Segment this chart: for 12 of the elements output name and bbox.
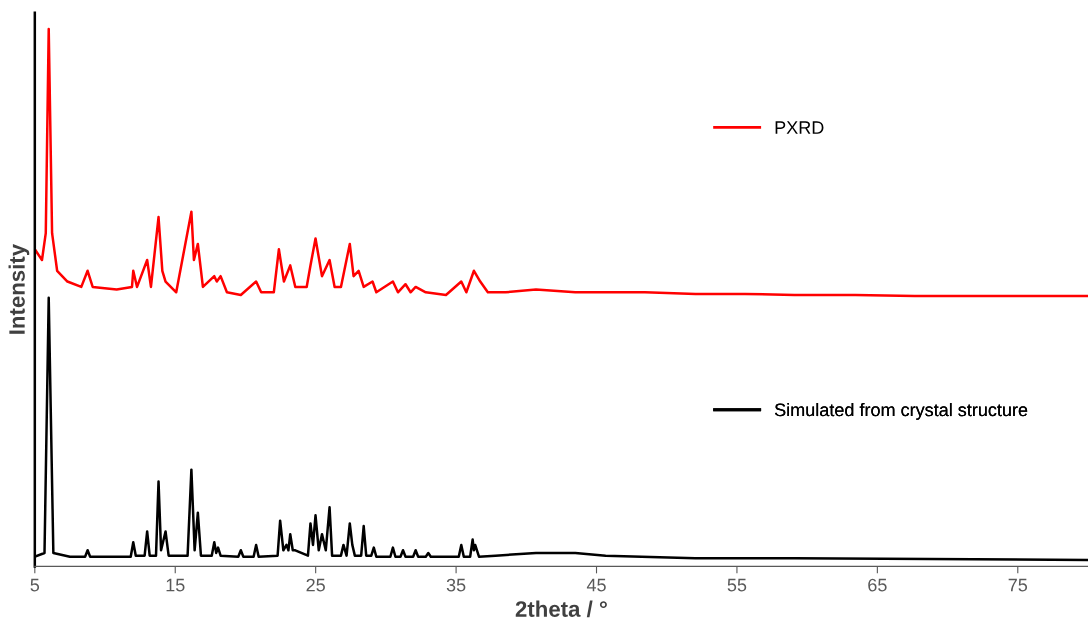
- x-tick-label: 45: [586, 578, 606, 592]
- x-tick-label: 5: [30, 578, 40, 592]
- x-tick-label: 25: [306, 578, 325, 592]
- x-tick-label: 15: [166, 578, 185, 592]
- x-tick-label: 35: [446, 578, 466, 592]
- x-tick-label: 65: [868, 578, 887, 592]
- legend-label: Simulated from crystal structure: [774, 402, 1028, 420]
- x-axis-title: 2theta / °: [515, 600, 607, 618]
- y-axis-title: Intensity: [8, 244, 30, 334]
- x-tick-label: 55: [727, 578, 747, 592]
- x-tick-label: 75: [1008, 578, 1028, 592]
- legend-label: PXRD: [775, 121, 824, 134]
